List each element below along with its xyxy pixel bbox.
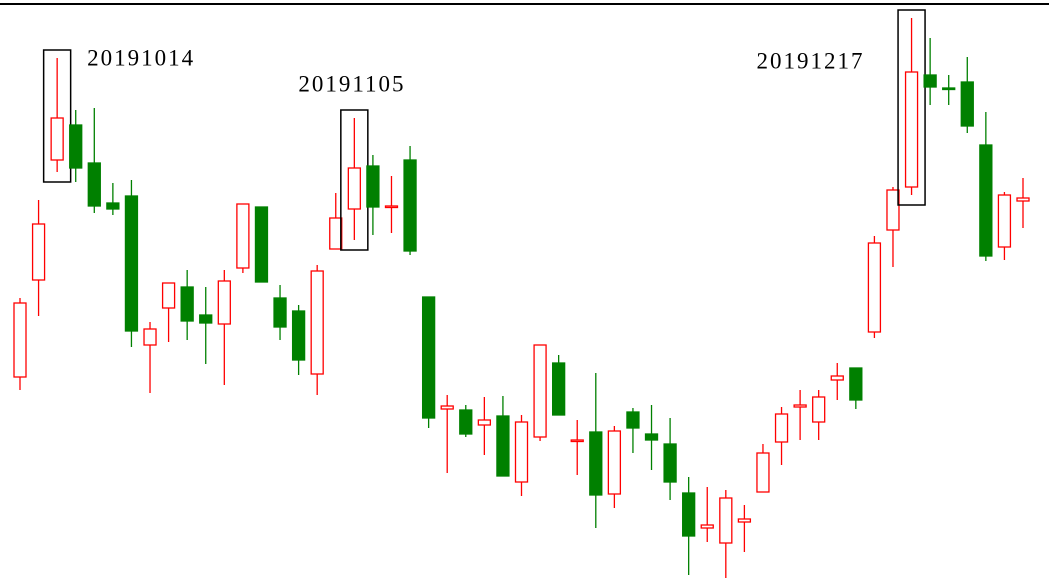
candle-body (236, 203, 250, 269)
candle-body (719, 497, 733, 544)
candle-body (440, 405, 454, 410)
candle-body (960, 81, 974, 127)
candle-body (106, 202, 120, 210)
candle-body (663, 443, 677, 483)
candle-body (217, 280, 231, 325)
candle-body (830, 375, 844, 381)
candle-body (161, 282, 176, 309)
candle-body (347, 167, 361, 210)
candle-body (607, 430, 622, 495)
date-annotation: 20191217 (757, 48, 865, 73)
candle-body (1016, 197, 1030, 202)
candle-body (254, 206, 269, 283)
candle-body (496, 415, 510, 477)
candle-body (756, 452, 770, 493)
candle-body (849, 367, 863, 401)
candle-body (366, 165, 380, 208)
candle-body (942, 87, 956, 91)
candle-body (329, 217, 343, 250)
candle-body (421, 296, 436, 419)
date-annotation: 20191014 (87, 45, 195, 70)
candle-body (979, 144, 993, 257)
candle-body (514, 421, 529, 483)
candle-body (459, 409, 473, 435)
highlight-box (897, 9, 926, 206)
candle-body (31, 223, 46, 281)
highlight-box (42, 49, 72, 183)
candle-body (273, 297, 287, 328)
candle-body (626, 411, 640, 429)
candle-body (923, 74, 937, 88)
candle-body (570, 439, 584, 443)
candle-body (50, 117, 64, 161)
candle-body (69, 124, 83, 169)
candle-body (644, 433, 659, 441)
date-annotation: 20191105 (298, 71, 405, 96)
candle-body (477, 419, 492, 426)
candle-body (551, 362, 566, 416)
candle-body (774, 413, 789, 443)
candle-body (13, 302, 27, 378)
candle-body (403, 159, 417, 252)
candle-body (180, 286, 194, 322)
candle-body (143, 328, 157, 346)
candle-body (997, 194, 1012, 248)
candle-body (793, 404, 807, 408)
candle-body (589, 431, 603, 496)
candle-body (867, 242, 882, 333)
candle-body (904, 71, 919, 188)
candle-body (124, 195, 139, 332)
candle-body (199, 314, 213, 324)
candle-body (310, 270, 324, 375)
candle-body (812, 396, 826, 423)
candle-body (700, 524, 714, 529)
candle-body (291, 310, 306, 361)
candle-body (533, 344, 547, 438)
candle-body (737, 518, 752, 523)
candle-body (87, 162, 101, 207)
candle-body (384, 205, 399, 209)
candle-body (682, 492, 696, 537)
candle-body (886, 189, 900, 231)
